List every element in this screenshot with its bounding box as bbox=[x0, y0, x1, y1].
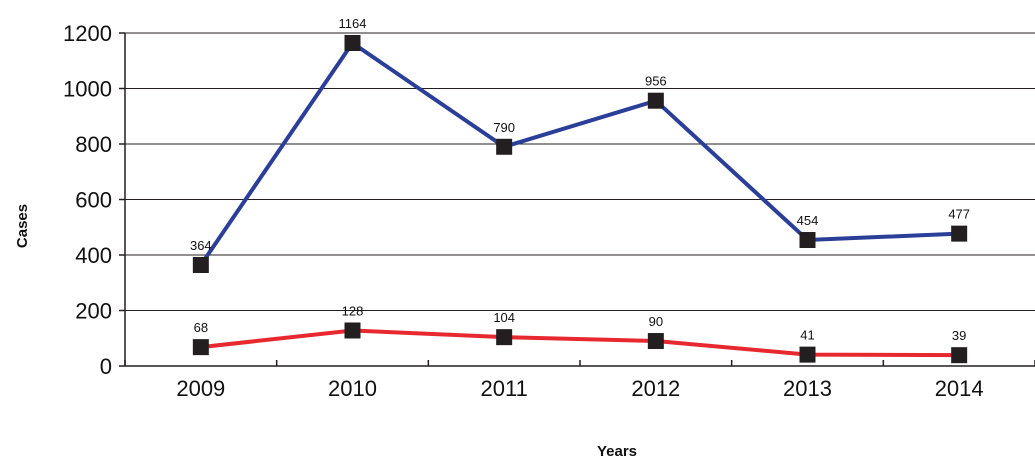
data-label: 90 bbox=[649, 314, 663, 329]
data-label: 41 bbox=[800, 328, 814, 343]
data-label: 956 bbox=[645, 74, 667, 89]
data-label: 790 bbox=[493, 120, 515, 135]
y-axis-title: Cases bbox=[14, 204, 31, 248]
data-label: 454 bbox=[797, 213, 819, 228]
data-point bbox=[192, 339, 209, 356]
data-point bbox=[344, 34, 361, 51]
x-tick-label: 2011 bbox=[481, 376, 528, 401]
series-line bbox=[199, 40, 960, 267]
data-point bbox=[799, 232, 816, 249]
series-lines bbox=[199, 40, 960, 358]
data-label: 104 bbox=[493, 310, 515, 325]
data-labels: 364 1164 790 956 454 477 68 128 104 90 41 39 bbox=[190, 16, 970, 343]
y-tick-label: 200 bbox=[75, 299, 112, 324]
data-point bbox=[951, 347, 968, 364]
x-axis-title: Years bbox=[597, 443, 637, 459]
data-label: 477 bbox=[948, 207, 970, 222]
x-tick-label: 2012 bbox=[631, 376, 680, 401]
x-tick-label: 2014 bbox=[935, 376, 984, 401]
data-markers bbox=[192, 34, 968, 364]
data-label: 1164 bbox=[339, 16, 367, 31]
data-point bbox=[192, 256, 209, 273]
x-tick-label: 2010 bbox=[328, 376, 377, 401]
data-point bbox=[496, 329, 513, 346]
y-tick-label: 800 bbox=[75, 132, 112, 157]
data-point bbox=[496, 138, 513, 155]
x-tick-label: 2013 bbox=[783, 376, 832, 401]
y-tick-label: 400 bbox=[75, 243, 112, 268]
data-point bbox=[799, 346, 816, 363]
x-tick-label: 2009 bbox=[176, 376, 225, 401]
data-point bbox=[344, 322, 361, 339]
data-label: 364 bbox=[190, 238, 212, 253]
data-label: 128 bbox=[342, 303, 364, 318]
y-tick-label: 0 bbox=[100, 354, 112, 379]
y-tick-label: 600 bbox=[75, 188, 112, 213]
axes: 0 200 400 600 800 1000 1200 2009 2010 2011 2012 201… bbox=[63, 21, 1035, 401]
data-point bbox=[647, 333, 664, 350]
series-line bbox=[200, 328, 960, 358]
y-tick-label: 1200 bbox=[63, 21, 112, 46]
data-point bbox=[647, 92, 664, 109]
y-tick-label: 1000 bbox=[63, 77, 112, 102]
gridlines bbox=[125, 32, 1035, 311]
data-point bbox=[951, 225, 968, 242]
data-label: 68 bbox=[194, 320, 208, 335]
data-label: 39 bbox=[952, 328, 966, 343]
